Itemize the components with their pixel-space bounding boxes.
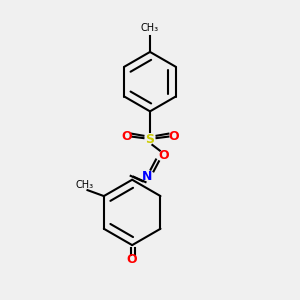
Text: O: O xyxy=(127,254,137,266)
Text: CH₃: CH₃ xyxy=(76,179,94,190)
Text: O: O xyxy=(121,130,131,142)
Text: N: N xyxy=(142,170,152,183)
Text: O: O xyxy=(158,149,169,162)
Text: S: S xyxy=(146,133,154,146)
Text: O: O xyxy=(169,130,179,142)
Text: CH₃: CH₃ xyxy=(141,22,159,33)
